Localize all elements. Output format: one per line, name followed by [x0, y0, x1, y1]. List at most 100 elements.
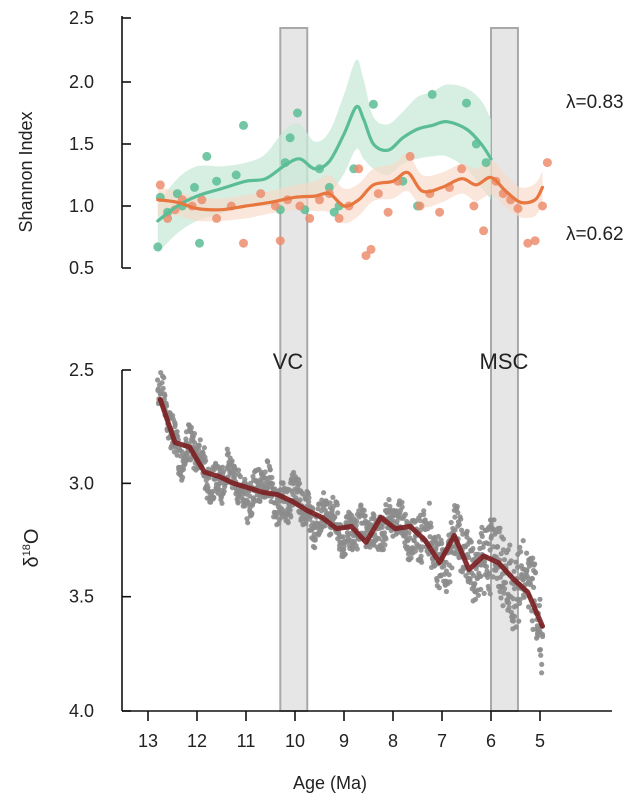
data-point-orange	[435, 207, 445, 217]
raw-data-point	[517, 596, 523, 603]
raw-data-point	[466, 554, 472, 561]
raw-data-point	[267, 466, 273, 473]
data-point-teal	[202, 151, 212, 161]
raw-data-point	[538, 652, 544, 658]
raw-data-point	[428, 524, 434, 530]
raw-data-point	[419, 559, 425, 565]
data-point-teal	[324, 182, 334, 192]
x-tick-label: 8	[388, 731, 398, 751]
raw-data-point	[452, 527, 458, 533]
raw-data-point	[532, 561, 538, 567]
raw-data-point	[449, 565, 455, 571]
x-tick-label: 6	[486, 731, 496, 751]
data-point-teal	[231, 170, 241, 180]
raw-data-point	[220, 464, 226, 470]
raw-data-point	[353, 522, 359, 528]
raw-data-point	[334, 502, 340, 508]
raw-data-point	[459, 527, 465, 533]
raw-data-point	[352, 538, 358, 544]
top-y-tick-label: 1.0	[69, 196, 94, 216]
bottom-y-axis-title: δ18O	[21, 529, 43, 568]
raw-data-point	[354, 518, 360, 525]
raw-data-point	[382, 542, 388, 548]
top-y-tick-label: 1.5	[69, 134, 94, 154]
raw-data-point	[379, 524, 385, 530]
raw-data-point	[520, 538, 526, 544]
top-y-tick-label: 0.5	[69, 258, 94, 278]
top-y-tick-label: 2.5	[69, 8, 94, 28]
raw-data-point	[516, 618, 522, 624]
raw-data-point	[406, 530, 412, 536]
data-point-teal	[153, 242, 163, 252]
raw-data-point	[531, 584, 537, 591]
raw-data-point	[270, 481, 276, 487]
raw-data-point	[211, 495, 217, 501]
raw-data-point	[500, 536, 506, 542]
raw-data-point	[383, 502, 389, 508]
data-point-orange	[212, 213, 222, 223]
raw-data-point	[532, 570, 539, 576]
raw-data-point	[539, 670, 545, 676]
raw-data-point	[362, 513, 368, 519]
raw-data-point	[537, 647, 544, 653]
raw-data-point	[303, 520, 309, 526]
raw-data-point	[412, 548, 418, 554]
raw-data-point	[327, 500, 333, 506]
raw-data-point	[479, 533, 485, 540]
raw-data-point	[458, 516, 464, 522]
x-tick-label: 5	[535, 731, 545, 751]
series-label-teal: λ=0.83	[566, 92, 624, 113]
data-point-orange	[315, 195, 324, 205]
raw-data-point	[421, 508, 427, 514]
data-point-teal	[195, 238, 204, 248]
data-point-teal	[329, 207, 339, 217]
raw-data-point	[219, 500, 225, 506]
data-point-orange	[542, 158, 552, 168]
raw-data-point	[180, 474, 186, 480]
raw-data-point	[354, 546, 360, 552]
raw-data-point	[443, 588, 449, 595]
raw-data-point	[265, 459, 271, 465]
raw-data-point	[439, 540, 445, 547]
x-tick-label: 13	[138, 731, 158, 751]
raw-data-point	[490, 574, 496, 580]
raw-data-point	[191, 431, 198, 437]
raw-data-point	[179, 449, 185, 455]
raw-data-point	[340, 534, 347, 540]
raw-data-point	[456, 522, 462, 528]
isotope-smoothed-line	[157, 397, 545, 629]
raw-data-point	[312, 536, 318, 542]
raw-data-point	[280, 480, 286, 486]
x-tick-label: 11	[237, 731, 256, 751]
raw-data-point	[485, 574, 491, 581]
raw-data-point	[529, 618, 535, 624]
raw-data-point	[159, 380, 165, 386]
raw-data-point	[448, 519, 454, 526]
raw-data-point	[472, 581, 478, 587]
raw-data-point	[161, 375, 167, 381]
raw-data-point	[478, 586, 484, 593]
raw-data-point	[498, 595, 504, 601]
period-label-vc: VC	[273, 349, 304, 374]
raw-data-point	[536, 603, 543, 609]
raw-data-point	[383, 536, 389, 542]
raw-data-point	[221, 488, 227, 494]
raw-data-point	[486, 586, 492, 592]
raw-data-point	[475, 551, 481, 557]
x-tick-label: 12	[187, 731, 207, 751]
data-point-orange	[469, 201, 479, 211]
data-point-orange	[457, 164, 467, 174]
data-point-teal	[190, 182, 199, 192]
raw-data-point	[244, 516, 250, 522]
raw-data-point	[518, 549, 524, 555]
raw-data-point	[539, 661, 545, 668]
raw-data-point	[371, 512, 377, 519]
raw-data-point	[197, 437, 203, 443]
data-point-orange	[415, 201, 425, 211]
raw-data-point	[229, 458, 235, 464]
raw-data-point	[235, 500, 241, 506]
raw-data-point	[162, 393, 168, 399]
data-point-teal	[481, 158, 491, 168]
raw-data-point	[288, 514, 294, 520]
